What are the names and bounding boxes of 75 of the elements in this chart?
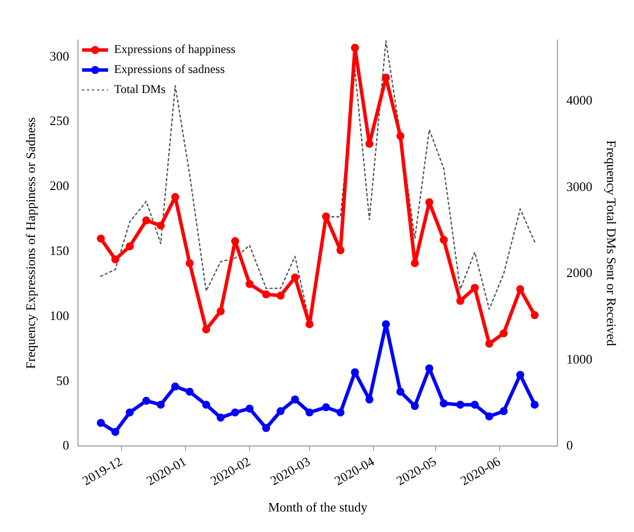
legend-label: Expressions of sadness xyxy=(114,62,226,76)
y2-axis-title: Frequency Total DMs Sent or Received xyxy=(604,140,619,346)
y-tick-label: 100 xyxy=(50,308,70,323)
point xyxy=(171,193,180,202)
point xyxy=(142,396,150,405)
point xyxy=(156,222,165,230)
point xyxy=(440,399,448,408)
point xyxy=(485,412,494,420)
point xyxy=(202,325,210,334)
point xyxy=(440,236,448,244)
legend-label: Total DMs xyxy=(114,82,166,96)
point xyxy=(216,414,225,422)
point xyxy=(336,246,344,254)
point xyxy=(126,408,134,416)
point xyxy=(485,340,494,348)
point xyxy=(305,408,314,416)
point xyxy=(276,292,285,300)
point xyxy=(156,400,165,409)
point xyxy=(470,284,479,292)
y2-tick-label: 1000 xyxy=(566,351,592,366)
y-tick-label: 150 xyxy=(50,242,70,258)
point xyxy=(456,400,464,409)
point xyxy=(322,403,330,412)
y-tick-label: 50 xyxy=(56,372,70,388)
point xyxy=(500,407,508,416)
point xyxy=(246,404,254,413)
y2-tick-label: 0 xyxy=(566,438,573,453)
point xyxy=(410,259,419,268)
point xyxy=(336,408,344,416)
point xyxy=(425,364,434,372)
y-tick-label: 250 xyxy=(50,113,70,128)
point xyxy=(305,320,314,328)
point xyxy=(365,140,374,148)
point xyxy=(425,198,434,206)
point xyxy=(410,402,419,410)
point xyxy=(276,407,285,416)
point xyxy=(111,255,120,264)
point xyxy=(365,396,374,404)
y-tick-label: 0 xyxy=(62,438,70,453)
point xyxy=(382,320,390,328)
point xyxy=(231,237,240,246)
point xyxy=(530,311,539,320)
point xyxy=(500,329,508,338)
point xyxy=(396,388,404,396)
point xyxy=(111,428,120,436)
point xyxy=(142,216,150,224)
x-axis-title: Month of the study xyxy=(268,500,368,515)
point xyxy=(291,396,300,404)
point xyxy=(96,234,105,243)
point xyxy=(470,400,479,409)
point xyxy=(186,388,194,396)
point xyxy=(171,382,180,391)
point xyxy=(396,132,404,140)
point xyxy=(231,408,240,416)
point xyxy=(382,74,390,82)
point xyxy=(96,418,105,427)
legend-label: Expressions of happiness xyxy=(114,42,236,56)
point xyxy=(262,290,270,298)
y2-tick-label: 2000 xyxy=(566,265,592,280)
point xyxy=(322,212,330,221)
point xyxy=(202,400,210,409)
point xyxy=(186,259,194,268)
point xyxy=(216,307,225,316)
point xyxy=(530,400,539,409)
y-tick-label: 200 xyxy=(50,178,70,194)
y-axis-title: Frequency Expressions of Happiness or Sadness xyxy=(23,117,38,369)
point xyxy=(246,280,254,288)
point xyxy=(350,44,359,52)
point xyxy=(126,242,134,250)
point xyxy=(262,424,270,432)
y2-tick-label: 4000 xyxy=(566,92,592,108)
y-tick-label: 300 xyxy=(50,48,70,64)
y2-tick-label: 3000 xyxy=(566,178,592,194)
point xyxy=(291,274,300,282)
point xyxy=(456,296,464,305)
